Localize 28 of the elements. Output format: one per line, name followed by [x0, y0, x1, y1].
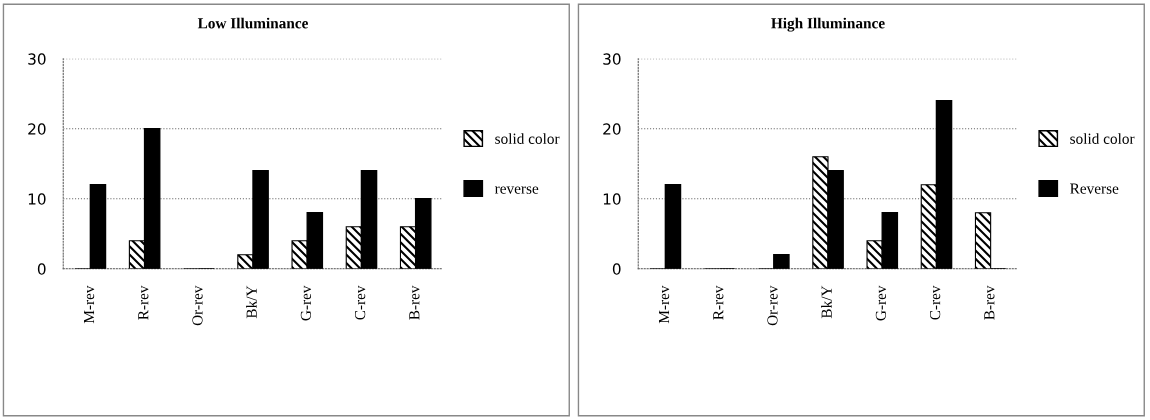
- legend-label: Reverse: [1070, 183, 1119, 194]
- x-tick-label: Bk/Y: [246, 285, 257, 319]
- legend-label: solid color: [1070, 133, 1135, 144]
- y-tick-label: 0: [612, 263, 621, 275]
- y-tick-label: 20: [28, 123, 46, 135]
- x-tick-label: Or-rev: [767, 285, 778, 326]
- x-tick-label: M-rev: [659, 285, 670, 324]
- legend-label: reverse: [494, 186, 539, 194]
- legend-label: solid color: [495, 133, 560, 144]
- y-tick-label: 30: [603, 53, 621, 65]
- x-tick-label: Or-rev: [192, 285, 203, 326]
- y-tick-label: 30: [28, 53, 46, 65]
- x-tick-label: R-rev: [713, 285, 724, 320]
- x-tick-label: G-rev: [875, 285, 887, 321]
- y-tick-label: 20: [603, 123, 621, 135]
- x-tick-label: R-rev: [138, 285, 149, 320]
- x-tick-label: G-rev: [300, 285, 312, 321]
- x-tick-label: B-rev: [984, 285, 995, 320]
- x-tick-label: C-rev: [929, 285, 941, 320]
- y-tick-label: 0: [37, 263, 46, 275]
- x-tick-label: C-rev: [354, 285, 366, 320]
- x-tick-label: Bk/Y: [821, 285, 832, 319]
- chart-title: High Illuminance: [771, 17, 885, 32]
- x-tick-label: B-rev: [409, 285, 420, 320]
- x-tick-label: M-rev: [84, 285, 95, 324]
- y-tick-label: 10: [28, 193, 46, 205]
- y-tick-label: 10: [603, 193, 621, 205]
- chart-title: Low Illuminance: [197, 17, 308, 29]
